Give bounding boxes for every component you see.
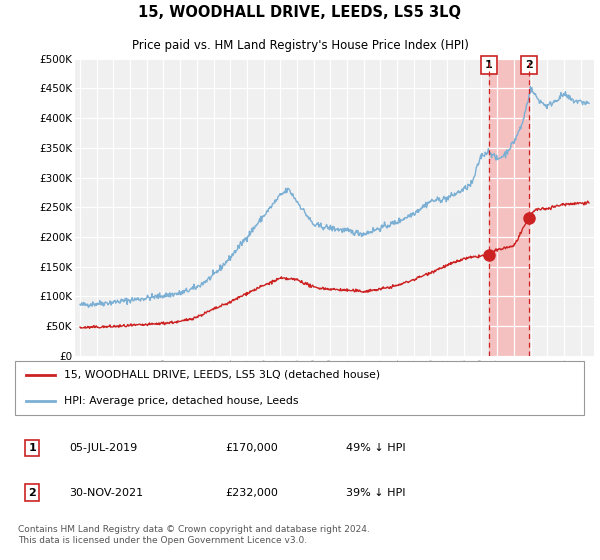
Text: 15, WOODHALL DRIVE, LEEDS, LS5 3LQ: 15, WOODHALL DRIVE, LEEDS, LS5 3LQ [139, 6, 461, 20]
Text: 39% ↓ HPI: 39% ↓ HPI [346, 488, 406, 497]
Text: 49% ↓ HPI: 49% ↓ HPI [346, 443, 406, 453]
Text: Price paid vs. HM Land Registry's House Price Index (HPI): Price paid vs. HM Land Registry's House … [131, 39, 469, 53]
Text: 2: 2 [28, 488, 36, 497]
Text: 1: 1 [28, 443, 36, 453]
Text: £170,000: £170,000 [225, 443, 278, 453]
Text: £232,000: £232,000 [225, 488, 278, 497]
Text: 2: 2 [526, 60, 533, 70]
Text: HPI: Average price, detached house, Leeds: HPI: Average price, detached house, Leed… [64, 396, 298, 406]
Bar [489, 59, 529, 356]
Text: 30-NOV-2021: 30-NOV-2021 [70, 488, 144, 497]
Text: 1: 1 [485, 60, 493, 70]
Text: 05-JUL-2019: 05-JUL-2019 [70, 443, 138, 453]
Text: 15, WOODHALL DRIVE, LEEDS, LS5 3LQ (detached house): 15, WOODHALL DRIVE, LEEDS, LS5 3LQ (deta… [64, 370, 380, 380]
FancyBboxPatch shape [15, 361, 584, 415]
Text: Contains HM Land Registry data © Crown copyright and database right 2024.
This d: Contains HM Land Registry data © Crown c… [18, 525, 370, 545]
